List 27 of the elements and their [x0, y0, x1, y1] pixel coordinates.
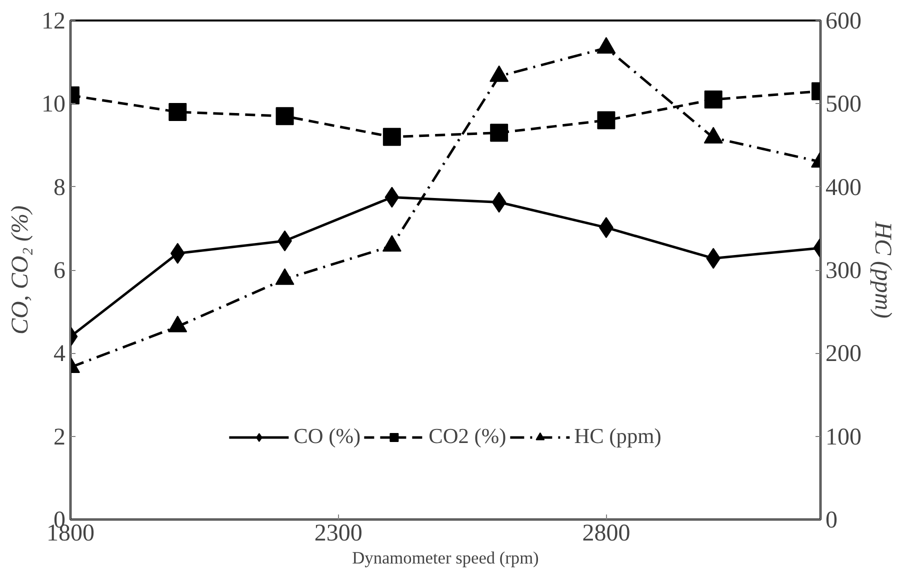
y2-tick-label: 500 — [826, 92, 862, 118]
point — [704, 90, 722, 109]
y-tick-label: 10 — [42, 92, 66, 118]
x-tick-label: 2300 — [314, 520, 362, 546]
y2-tick-label: 100 — [826, 424, 862, 450]
y2-axis-title: HC (ppm) — [870, 220, 896, 318]
y2-tick-label: 600 — [826, 8, 862, 34]
y-tick-label: 6 — [54, 258, 66, 284]
x-tick-label: 2800 — [582, 520, 630, 546]
y-tick-label: 8 — [54, 174, 66, 201]
y2-tick-label: 300 — [826, 258, 862, 284]
point — [382, 128, 401, 146]
point — [597, 111, 616, 130]
y2-tick-label: 0 — [826, 508, 838, 534]
legend-label: HC (ppm) — [574, 424, 662, 449]
point — [168, 102, 187, 121]
y2-tick-label: 200 — [826, 341, 862, 368]
x-axis-title: Dynamometer speed (rpm) — [352, 548, 540, 568]
point — [490, 124, 508, 142]
legend-label: CO2 (%) — [428, 424, 506, 449]
y-axis-title: CO, CO₂ (%) — [8, 205, 34, 334]
y2-tick-label: 400 — [826, 174, 862, 201]
y-tick-label: 2 — [54, 424, 66, 450]
legend-label: CO (%) — [294, 424, 361, 449]
point — [276, 107, 294, 126]
y-tick-label: 12 — [42, 8, 66, 34]
y-tick-label: 4 — [54, 341, 66, 368]
